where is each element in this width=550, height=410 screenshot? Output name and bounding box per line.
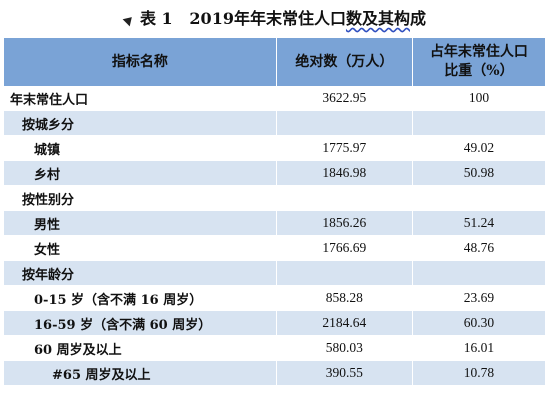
header-indicator-name: 指标名称 [4, 38, 277, 86]
table-row: 乡村 1846.98 50.98 [4, 160, 545, 186]
row-share: 49.02 [412, 135, 545, 161]
row-name: 城镇 [4, 135, 277, 161]
row-share: 10.78 [412, 360, 545, 386]
row-share: 51.24 [412, 210, 545, 236]
title-text-before: 年年末常住人口 [233, 9, 346, 28]
table-row: 16-59 岁（含不满 60 周岁） 2184.64 60.30 [4, 310, 545, 336]
header-share-line2: 比重（%） [444, 63, 514, 79]
row-absolute: 1775.97 [276, 135, 413, 161]
triangle-icon [122, 13, 136, 26]
row-absolute: 858.28 [276, 285, 413, 311]
table-row: 0-15 岁（含不满 16 周岁） 858.28 23.69 [4, 285, 545, 311]
row-name: 女性 [4, 235, 277, 261]
title-text-after: 成 [409, 9, 426, 28]
table-row: 60 周岁及以上 580.03 16.01 [4, 335, 545, 361]
title-text-underlined: 数及其构 [345, 9, 410, 28]
row-absolute: 1856.26 [276, 210, 413, 236]
header-row: 指标名称 绝对数（万人） 占年末常住人口 比重（%） [4, 38, 545, 86]
population-table: 指标名称 绝对数（万人） 占年末常住人口 比重（%） 年末常住人口 3622.9… [4, 38, 545, 386]
table-row: 男性 1856.26 51.24 [4, 210, 545, 236]
row-absolute: 580.03 [276, 335, 413, 361]
row-share: 60.30 [412, 310, 545, 336]
table-row: 女性 1766.69 48.76 [4, 235, 545, 261]
row-share: 50.98 [412, 160, 545, 186]
row-name: 按年龄分 [4, 260, 277, 286]
table-row: 城镇 1775.97 49.02 [4, 135, 545, 161]
header-share: 占年末常住人口 比重（%） [412, 38, 545, 86]
row-share [412, 110, 545, 136]
row-name: 16-59 岁（含不满 60 周岁） [4, 310, 277, 336]
header-absolute: 绝对数（万人） [276, 38, 413, 86]
row-name: 年末常住人口 [4, 86, 277, 111]
row-absolute: 1846.98 [276, 160, 413, 186]
table-row: #65 周岁及以上 390.55 10.78 [4, 360, 545, 386]
row-absolute: 3622.95 [276, 86, 413, 111]
row-absolute [276, 110, 413, 136]
row-absolute: 390.55 [276, 360, 413, 386]
row-share [412, 185, 545, 211]
row-name: 男性 [4, 210, 277, 236]
row-name: 按性别分 [4, 185, 277, 211]
row-name: 按城乡分 [4, 110, 277, 136]
row-name: #65 周岁及以上 [4, 360, 277, 386]
row-absolute [276, 260, 413, 286]
table-row: 按性别分 [4, 185, 545, 211]
row-absolute: 1766.69 [276, 235, 413, 261]
row-share: 23.69 [412, 285, 545, 311]
row-share [412, 260, 545, 286]
row-share: 16.01 [412, 335, 545, 361]
row-absolute: 2184.64 [276, 310, 413, 336]
row-share: 48.76 [412, 235, 545, 261]
row-name: 0-15 岁（含不满 16 周岁） [4, 285, 277, 311]
table-title: 表 1 2019年年末常住人口数及其构成 [0, 0, 550, 38]
table-row: 按城乡分 [4, 110, 545, 136]
table-row: 年末常住人口 3622.95 100 [4, 86, 545, 111]
row-absolute [276, 185, 413, 211]
table-row: 按年龄分 [4, 260, 545, 286]
row-name: 60 周岁及以上 [4, 335, 277, 361]
row-share: 100 [412, 86, 545, 111]
table-number: 表 1 [139, 9, 173, 28]
title-year: 2019 [189, 9, 234, 28]
header-share-line1: 占年末常住人口 [429, 44, 528, 61]
row-name: 乡村 [4, 160, 277, 186]
